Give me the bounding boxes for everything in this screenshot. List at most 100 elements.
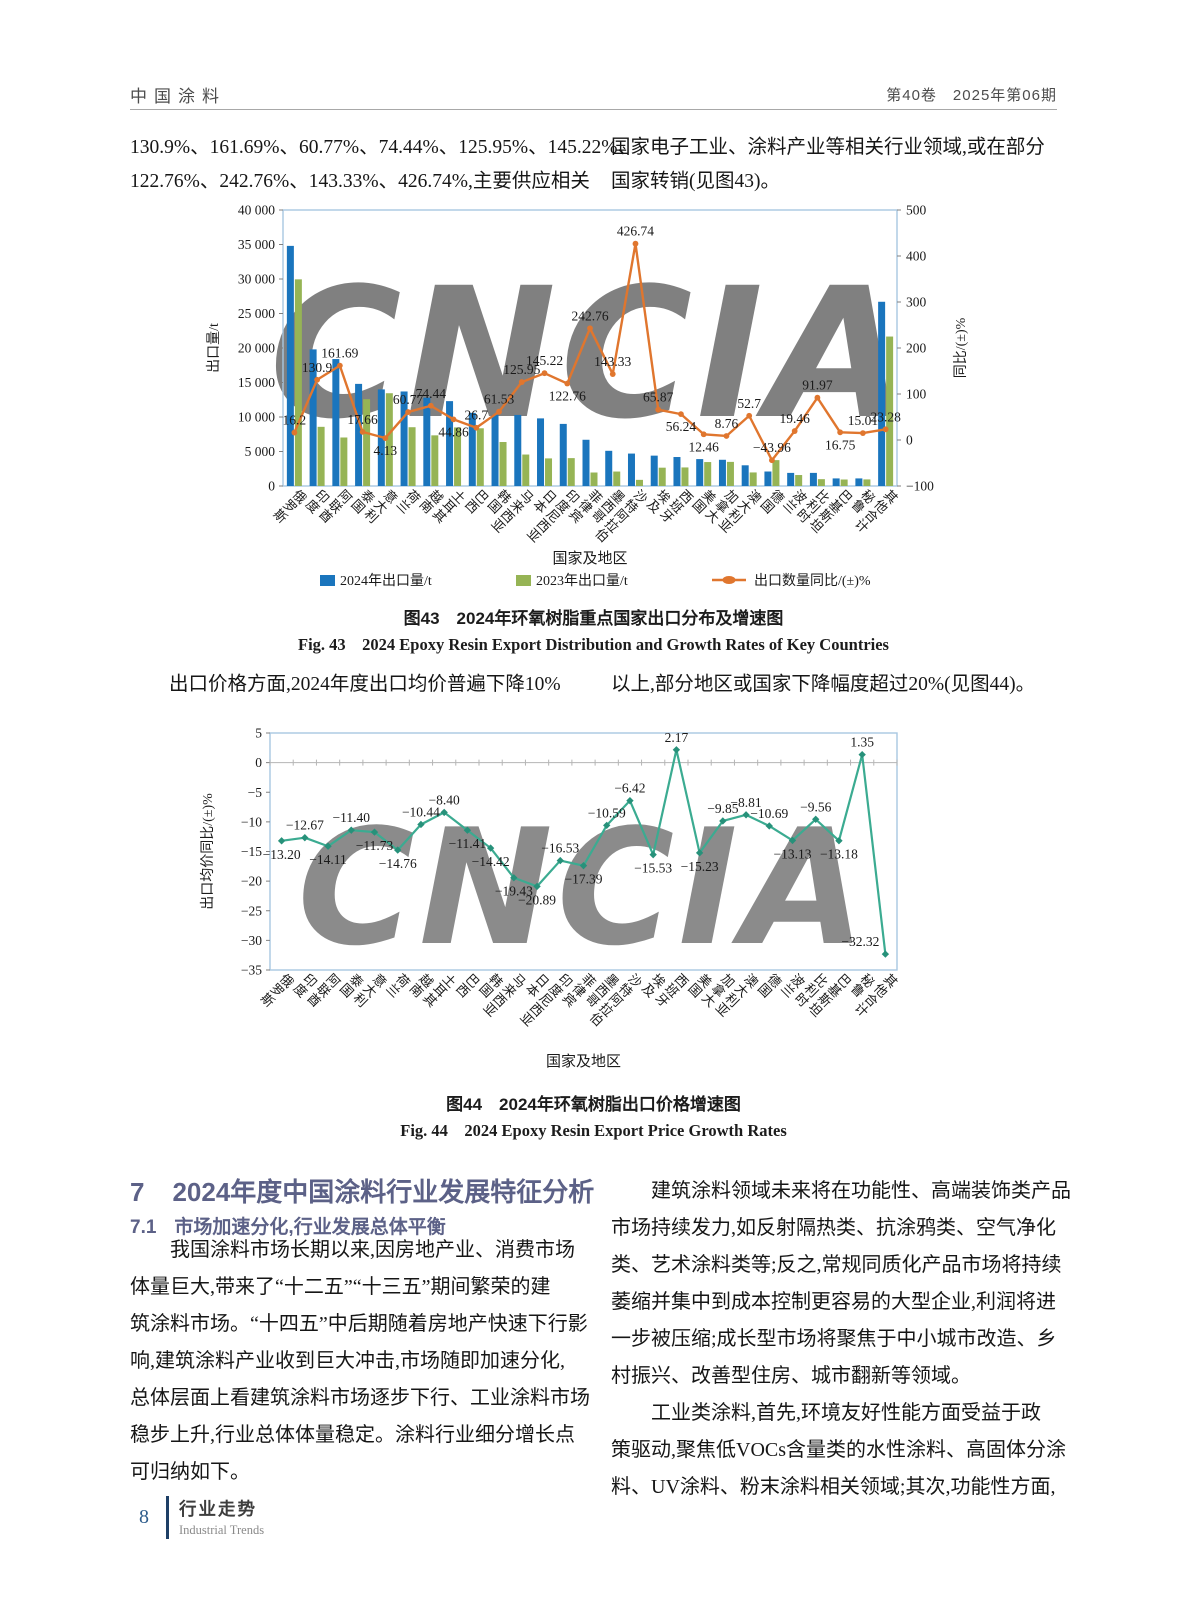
text-line: 122.76%、242.76%、143.33%、426.74%,主要供应相关 — [130, 171, 590, 192]
subsection-heading: 7.1 市场加速分化,行业发展总体平衡 — [130, 1212, 446, 1239]
svg-text:出口均价同比/(±)%: 出口均价同比/(±)% — [200, 793, 216, 910]
svg-text:−20: −20 — [241, 874, 262, 889]
svg-text:出口量/t: 出口量/t — [206, 323, 222, 373]
svg-text:2024年出口量/t: 2024年出口量/t — [340, 573, 432, 589]
section-heading: 7 2024年度中国涂料行业发展特征分析 — [130, 1172, 594, 1209]
svg-text:25 000: 25 000 — [238, 306, 275, 321]
footer-column-cn: 行业走势 — [179, 1499, 257, 1519]
svg-text:143.33: 143.33 — [594, 354, 631, 369]
svg-text:122.76: 122.76 — [549, 389, 586, 404]
intro-paragraph-left: 130.9%、161.69%、60.77%、74.44%、125.95%、145… — [130, 131, 637, 199]
svg-text:161.69: 161.69 — [321, 346, 358, 361]
intro-paragraph-right: 国家电子工业、涂料产业等相关行业领域,或在部分 国家转销(见图43)。 — [611, 131, 1059, 199]
svg-text:−25: −25 — [241, 903, 262, 918]
svg-text:4.13: 4.13 — [374, 443, 398, 458]
text-line: 萎缩并集中到成本控制更容易的大型企业,利润将进 — [611, 1291, 1056, 1313]
subsection-title: 市场加速分化,行业发展总体平衡 — [174, 1217, 446, 1238]
svg-text:−10.44: −10.44 — [402, 804, 440, 819]
header-rule — [130, 109, 1057, 110]
svg-text:242.76: 242.76 — [571, 308, 608, 323]
svg-text:国家及地区: 国家及地区 — [552, 550, 627, 567]
footer-column-en: Industrial Trends — [179, 1523, 265, 1537]
svg-text:−16.53: −16.53 — [541, 841, 579, 856]
text-line: 国家电子工业、涂料产业等相关行业领域,或在部分 — [611, 137, 1045, 158]
svg-text:56.24: 56.24 — [666, 419, 697, 434]
svg-text:−11.40: −11.40 — [333, 810, 371, 825]
svg-text:20 000: 20 000 — [238, 341, 275, 356]
svg-text:−10: −10 — [241, 814, 262, 829]
body-paragraph-left: 我国涂料市场长期以来,因房地产业、消费市场 体量巨大,带来了“十二五”“十三五”… — [130, 1232, 590, 1491]
svg-text:35 000: 35 000 — [238, 237, 275, 252]
text-line: 总体层面上看建筑涂料市场逐步下行、工业涂料市场 — [130, 1387, 590, 1409]
svg-text:5: 5 — [255, 726, 262, 741]
svg-text:16.75: 16.75 — [825, 437, 856, 452]
body-paragraph-right: 建筑涂料领域未来将在功能性、高端装饰类产品 市场持续发力,如反射隔热类、抗涂鸦类… — [611, 1173, 1071, 1506]
svg-text:−15: −15 — [241, 844, 262, 859]
svg-text:同比/(±)%: 同比/(±)% — [953, 317, 969, 378]
section-title: 2024年度中国涂料行业发展特征分析 — [172, 1177, 595, 1207]
svg-text:出口数量同比/(±)%: 出口数量同比/(±)% — [754, 573, 871, 589]
svg-text:125.95: 125.95 — [503, 362, 540, 377]
text-line: 我国涂料市场长期以来,因房地产业、消费市场 — [130, 1239, 575, 1261]
svg-text:5 000: 5 000 — [245, 444, 276, 459]
svg-text:−17.39: −17.39 — [565, 872, 603, 887]
text-line: 料、UV涂料、粉末涂料相关领域;其次,功能性方面, — [611, 1476, 1056, 1498]
page-number: 8 — [139, 1506, 149, 1528]
svg-text:0: 0 — [268, 479, 275, 494]
price-paragraph-left: 出口价格方面,2024年度出口均价普遍下降10% — [130, 668, 578, 702]
svg-text:26.7: 26.7 — [464, 408, 488, 423]
svg-text:8.76: 8.76 — [715, 416, 739, 431]
figure43-caption-en: Fig. 43 2024 Epoxy Resin Export Distribu… — [298, 635, 889, 654]
svg-text:52.7: 52.7 — [737, 396, 761, 411]
text-line: 工业类涂料,首先,环境友好性能方面受益于政 — [611, 1402, 1041, 1424]
svg-text:−9.56: −9.56 — [800, 799, 831, 814]
svg-text:23.28: 23.28 — [870, 409, 901, 424]
text-line: 建筑涂料领域未来将在功能性、高端装饰类产品 — [611, 1180, 1071, 1202]
svg-text:40 000: 40 000 — [238, 203, 275, 218]
svg-text:15 000: 15 000 — [238, 375, 275, 390]
text-line: 市场持续发力,如反射隔热类、抗涂鸦类、空气净化 — [611, 1217, 1056, 1239]
svg-text:12.46: 12.46 — [689, 439, 720, 454]
footer-divider — [166, 1496, 169, 1539]
svg-text:1.35: 1.35 — [850, 735, 874, 750]
text-line: 稳步上升,行业总体体量稳定。涂料行业细分增长点 — [130, 1424, 575, 1446]
svg-text:300: 300 — [906, 295, 927, 310]
svg-text:91.97: 91.97 — [802, 378, 833, 393]
figure44-caption-cn: 图44 2024年环氧树脂出口价格增速图 — [446, 1095, 741, 1114]
svg-text:−32.32: −32.32 — [841, 934, 879, 949]
svg-text:500: 500 — [906, 203, 927, 218]
svg-text:−30: −30 — [241, 933, 262, 948]
svg-text:16.2: 16.2 — [283, 413, 307, 428]
text-line: 以上,部分地区或国家下降幅度超过20%(见图44)。 — [611, 674, 1036, 695]
text-line: 可归纳如下。 — [130, 1461, 250, 1483]
text-line: 出口价格方面,2024年度出口均价普遍下降10% — [130, 674, 561, 695]
journal-name: 中国涂料 — [130, 87, 226, 106]
text-line: 策驱动,聚焦低VOCs含量类的水性涂料、高固体分涂 — [611, 1439, 1067, 1461]
svg-text:−19.43: −19.43 — [495, 884, 533, 899]
svg-text:−14.42: −14.42 — [472, 854, 510, 869]
svg-text:130.9: 130.9 — [302, 360, 333, 375]
svg-text:100: 100 — [906, 387, 927, 402]
text-line: 类、艺术涂料类等;反之,常规同质化产品市场将持续 — [611, 1254, 1062, 1276]
svg-text:−15.53: −15.53 — [634, 861, 672, 876]
svg-text:0: 0 — [255, 755, 262, 770]
svg-text:15.01: 15.01 — [848, 413, 878, 428]
svg-text:65.87: 65.87 — [643, 390, 674, 405]
svg-text:−20.89: −20.89 — [518, 892, 556, 907]
price-paragraph-right: 以上,部分地区或国家下降幅度超过20%(见图44)。 — [611, 668, 1059, 702]
svg-text:−15.23: −15.23 — [681, 859, 719, 874]
svg-text:17.66: 17.66 — [347, 412, 378, 427]
svg-text:74.44: 74.44 — [416, 386, 447, 401]
text-line: 一步被压缩;成长型市场将聚焦于中小城市改造、乡 — [611, 1328, 1057, 1350]
svg-text:426.74: 426.74 — [617, 224, 654, 239]
svg-text:145.22: 145.22 — [526, 353, 563, 368]
svg-text:−11.73: −11.73 — [356, 838, 394, 853]
svg-text:−9.85: −9.85 — [707, 801, 738, 816]
svg-text:−100: −100 — [906, 479, 934, 494]
text-line: 体量巨大,带来了“十二五”“十三五”期间繁荣的建 — [130, 1276, 551, 1298]
svg-text:−6.42: −6.42 — [614, 781, 645, 796]
svg-text:30 000: 30 000 — [238, 272, 275, 287]
section-number: 7 — [130, 1177, 145, 1207]
